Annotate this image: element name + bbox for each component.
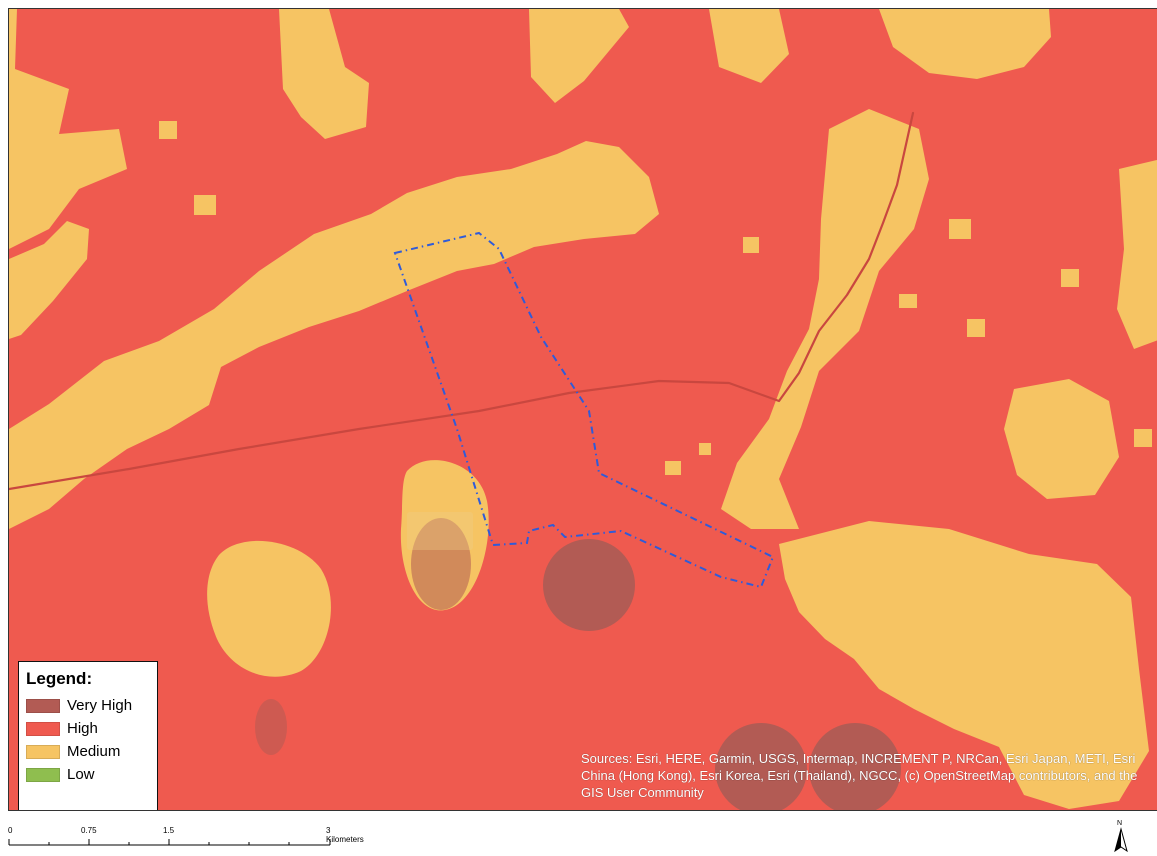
- place-label-halo: [407, 512, 473, 550]
- legend-label-low: Low: [67, 766, 95, 783]
- medium-risk-main-corridor: [9, 141, 659, 529]
- medium-risk-southeast: [779, 521, 1149, 809]
- medium-risk-northwest-corridor: [9, 9, 127, 249]
- scale-label-3-kilometers: 3 Kilometers: [326, 826, 364, 844]
- very-high-risk-zone-center: [543, 539, 635, 631]
- very-high-risk-southwest-patch: [255, 699, 287, 755]
- legend-swatch-low: [26, 767, 60, 782]
- medium-risk-patch-4: [665, 461, 681, 475]
- legend-row-high: High: [26, 717, 151, 740]
- north-label: N: [1117, 820, 1123, 827]
- scalebar: 0 0.75 1.5 3 Kilometers: [8, 826, 368, 852]
- legend-label-medium: Medium: [67, 743, 121, 760]
- medium-risk-patch-9: [159, 121, 177, 139]
- map-frame[interactable]: Legend: Very High High Medium Low Source…: [8, 8, 1157, 811]
- medium-risk-north-mid-strip: [709, 9, 789, 83]
- legend-row-medium: Medium: [26, 740, 151, 763]
- medium-risk-south-west-island: [207, 540, 331, 677]
- medium-risk-right-edge: [1117, 159, 1157, 349]
- medium-risk-east-cluster: [721, 109, 929, 529]
- north-arrow-icon: [1114, 827, 1128, 853]
- scale-label-0-75: 0.75: [81, 826, 97, 835]
- legend: Legend: Very High High Medium Low: [18, 661, 158, 810]
- legend-row-very-high: Very High: [26, 694, 151, 717]
- railway-line: [9, 111, 915, 491]
- legend-swatch-high: [26, 721, 60, 736]
- scale-label-1-5: 1.5: [163, 826, 175, 835]
- medium-risk-patch-2: [949, 219, 971, 239]
- medium-risk-top-right: [879, 9, 1051, 79]
- medium-risk-north-center: [279, 9, 369, 139]
- medium-risk-patch-7: [1061, 269, 1079, 287]
- map-attribution: Sources: Esri, HERE, Garmin, USGS, Inter…: [581, 751, 1138, 800]
- legend-title: Legend:: [26, 669, 93, 688]
- legend-swatch-medium: [26, 744, 60, 759]
- very-high-risk-island-patch: [411, 518, 471, 610]
- scalebar-graphic: [8, 839, 331, 846]
- scale-label-0: 0: [8, 826, 13, 835]
- legend-label-high: High: [67, 720, 98, 737]
- medium-risk-patch-1: [899, 294, 917, 308]
- study-area-boundary[interactable]: [393, 231, 775, 589]
- medium-risk-north-east: [529, 9, 629, 103]
- medium-risk-patch-6: [1134, 429, 1152, 447]
- medium-risk-patch-5: [699, 443, 711, 455]
- medium-risk-patch-8: [743, 237, 759, 253]
- very-high-risk-zone-southeast: [809, 723, 901, 810]
- legend-label-very-high: Very High: [67, 697, 133, 714]
- medium-risk-west-block: [9, 221, 89, 339]
- legend-swatch-very-high: [26, 698, 60, 713]
- medium-risk-patch-3: [967, 319, 985, 337]
- north-arrow: N: [1109, 820, 1133, 854]
- medium-risk-east-field: [1004, 379, 1119, 499]
- risk-map[interactable]: [9, 9, 1157, 811]
- medium-risk-patch-10: [194, 195, 216, 215]
- legend-row-low: Low: [26, 763, 151, 786]
- very-high-risk-zone-south: [715, 723, 807, 810]
